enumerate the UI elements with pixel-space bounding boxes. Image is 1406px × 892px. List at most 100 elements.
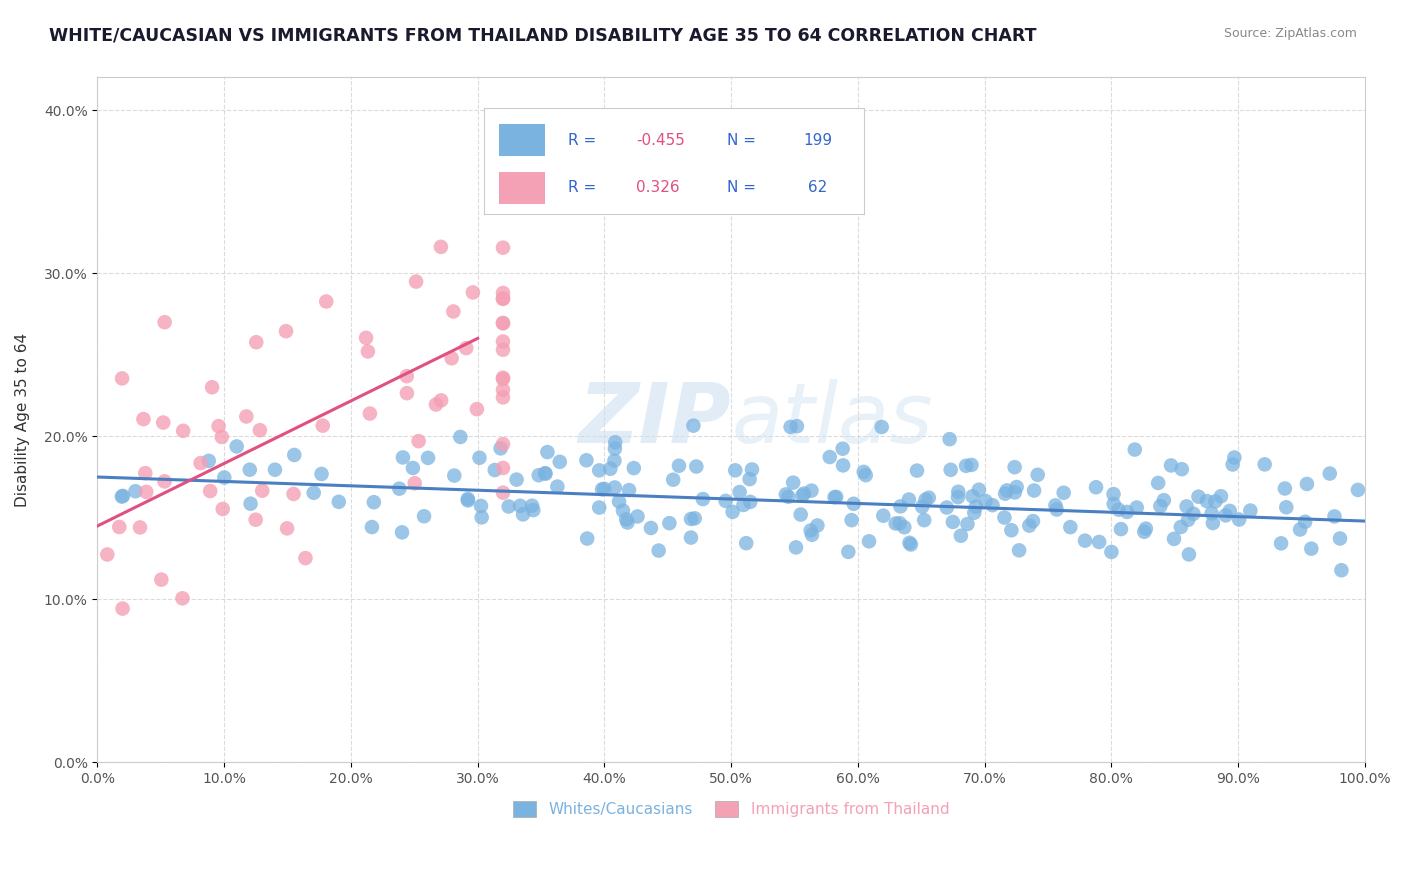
Point [395, 369, 418, 384]
Point [800, 524, 823, 538]
Point [471, 510, 494, 524]
Point [588, 500, 610, 515]
Point [591, 483, 613, 497]
Point [935, 500, 957, 515]
Point [679, 512, 702, 526]
Point [534, 467, 557, 481]
Point [536, 445, 558, 459]
Point [522, 503, 544, 517]
Point [1102, 487, 1125, 501]
Point [413, 509, 436, 524]
Point [616, 516, 638, 530]
Point [1296, 477, 1319, 491]
Point [509, 499, 531, 513]
Point [662, 473, 685, 487]
Point [1053, 485, 1076, 500]
Point [1202, 516, 1225, 530]
Point [682, 418, 704, 433]
Point [1074, 533, 1097, 548]
Point [363, 495, 385, 509]
Point [312, 418, 335, 433]
Point [430, 393, 453, 408]
Point [900, 537, 922, 551]
Point [235, 409, 257, 424]
Point [456, 341, 478, 355]
Point [492, 485, 515, 500]
Point [201, 380, 224, 394]
Point [837, 545, 859, 559]
Point [960, 458, 983, 472]
Point [792, 489, 814, 503]
Point [1178, 548, 1201, 562]
Point [172, 591, 194, 606]
Point [1109, 522, 1132, 536]
Point [1222, 458, 1244, 472]
Point [211, 430, 233, 444]
Point [492, 285, 515, 300]
Point [1116, 505, 1139, 519]
Point [391, 525, 413, 540]
Point [484, 463, 506, 477]
Point [172, 424, 194, 438]
Point [153, 315, 176, 329]
Point [942, 515, 965, 529]
Point [1323, 509, 1346, 524]
Point [245, 513, 267, 527]
Point [1022, 514, 1045, 528]
Point [603, 481, 626, 495]
Point [800, 483, 823, 498]
Point [1046, 502, 1069, 516]
Point [778, 490, 800, 504]
Point [806, 518, 828, 533]
Point [1160, 458, 1182, 473]
Text: ZIP: ZIP [578, 379, 731, 460]
Point [1274, 482, 1296, 496]
Text: Source: ZipAtlas.com: Source: ZipAtlas.com [1223, 27, 1357, 40]
Point [132, 412, 155, 426]
Point [357, 344, 380, 359]
Point [492, 241, 515, 255]
Point [1085, 480, 1108, 494]
Point [489, 442, 512, 456]
Point [993, 510, 1015, 524]
Point [449, 430, 471, 444]
Point [1270, 536, 1292, 550]
Point [1177, 513, 1199, 527]
Point [1099, 545, 1122, 559]
Point [692, 492, 714, 507]
Point [911, 500, 934, 514]
Point [465, 402, 488, 417]
Point [1204, 494, 1226, 508]
Point [898, 536, 921, 550]
Point [918, 491, 941, 505]
Point [1004, 460, 1026, 475]
Point [225, 439, 247, 453]
Point [1008, 543, 1031, 558]
Point [492, 370, 515, 384]
Point [897, 492, 920, 507]
Point [440, 351, 463, 366]
Point [872, 508, 894, 523]
Point [214, 470, 236, 484]
Point [1147, 475, 1170, 490]
Point [111, 371, 134, 385]
Point [658, 516, 681, 530]
Point [858, 534, 880, 549]
Point [949, 529, 972, 543]
Point [96, 548, 118, 562]
Point [912, 513, 935, 527]
Point [1153, 493, 1175, 508]
Point [111, 489, 134, 503]
Point [546, 479, 568, 493]
Point [842, 497, 865, 511]
Point [1059, 520, 1081, 534]
Point [211, 502, 233, 516]
Point [724, 463, 747, 477]
Point [441, 304, 464, 318]
Point [893, 520, 915, 534]
Point [416, 450, 439, 465]
Point [302, 485, 325, 500]
Point [779, 420, 801, 434]
Point [981, 498, 1004, 512]
Point [402, 461, 425, 475]
